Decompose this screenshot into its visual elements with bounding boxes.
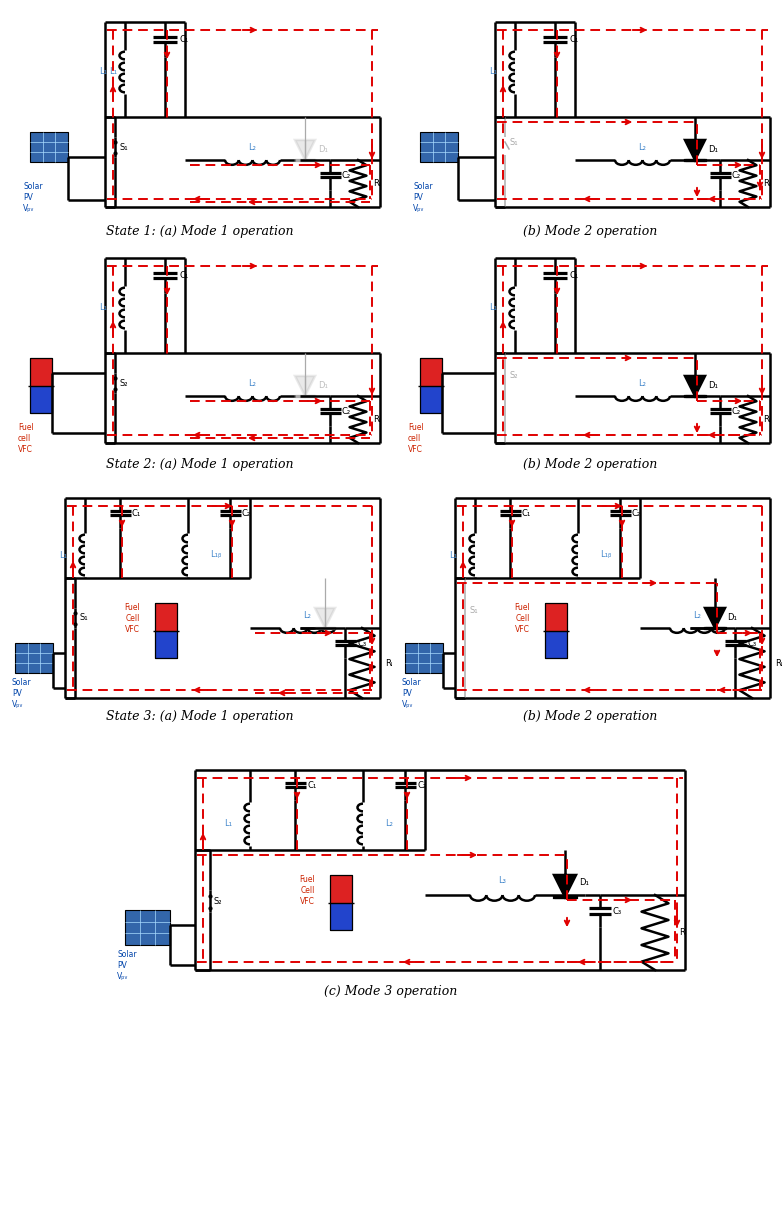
Bar xyxy=(155,630,177,658)
Text: S₁: S₁ xyxy=(510,138,518,147)
Polygon shape xyxy=(295,376,315,396)
Text: D₁: D₁ xyxy=(579,878,589,887)
Polygon shape xyxy=(554,875,576,897)
Text: C₂: C₂ xyxy=(342,171,351,179)
Text: C₃: C₃ xyxy=(357,639,366,648)
Bar xyxy=(420,132,458,162)
Text: Fuel
Cell
VFC: Fuel Cell VFC xyxy=(515,603,530,634)
Bar xyxy=(15,643,53,673)
Text: (b) Mode 2 operation: (b) Mode 2 operation xyxy=(523,458,657,471)
Text: Solar
PV
Vₚᵥ: Solar PV Vₚᵥ xyxy=(117,950,137,981)
Text: Rₗ: Rₗ xyxy=(385,659,392,667)
Bar xyxy=(420,358,442,386)
Bar xyxy=(330,902,352,930)
Bar xyxy=(30,358,52,413)
Bar xyxy=(545,630,567,658)
Text: L₂: L₂ xyxy=(385,820,393,828)
Bar xyxy=(545,603,567,658)
Text: L₁: L₁ xyxy=(99,68,107,76)
Bar xyxy=(420,386,442,413)
Text: C₁: C₁ xyxy=(179,272,188,280)
Text: S₂: S₂ xyxy=(214,896,223,906)
Text: (b) Mode 2 operation: (b) Mode 2 operation xyxy=(523,225,657,238)
Text: C₁: C₁ xyxy=(522,509,531,517)
Text: Solar
PV
Vₚᵥ: Solar PV Vₚᵥ xyxy=(12,678,31,709)
Text: S₂: S₂ xyxy=(119,379,127,387)
Text: L₂: L₂ xyxy=(249,143,256,151)
Text: Fuel
cell
VFC: Fuel cell VFC xyxy=(18,423,34,455)
Text: Fuel
Cell
VFC: Fuel Cell VFC xyxy=(124,603,140,634)
Text: C₂: C₂ xyxy=(242,509,251,517)
Text: C₂: C₂ xyxy=(342,407,351,415)
Text: Rₗ: Rₗ xyxy=(373,179,381,188)
Text: Fuel
Cell
VFC: Fuel Cell VFC xyxy=(300,875,315,906)
Text: State 2: (a) Mode 1 operation: State 2: (a) Mode 1 operation xyxy=(106,458,294,471)
Text: D₁: D₁ xyxy=(708,145,718,155)
Text: S₁: S₁ xyxy=(470,606,479,614)
Text: L₂: L₂ xyxy=(639,379,647,388)
Text: C₁: C₁ xyxy=(569,272,578,280)
Text: State 1: (a) Mode 1 operation: State 1: (a) Mode 1 operation xyxy=(106,225,294,238)
Text: L₂: L₂ xyxy=(249,379,256,388)
Text: C₂: C₂ xyxy=(732,407,741,415)
Polygon shape xyxy=(685,140,705,160)
Text: L₁: L₁ xyxy=(59,551,67,559)
Text: L₂: L₂ xyxy=(694,611,701,619)
Text: Solar
PV
Vₚᵥ: Solar PV Vₚᵥ xyxy=(413,182,432,213)
Text: L₂: L₂ xyxy=(639,143,647,151)
Text: Fuel
cell
VFC: Fuel cell VFC xyxy=(408,423,424,455)
Text: L₁: L₁ xyxy=(99,304,107,312)
Bar xyxy=(405,643,443,673)
Text: C₃: C₃ xyxy=(613,907,622,916)
Text: D₁: D₁ xyxy=(318,145,328,155)
Text: L₁: L₁ xyxy=(449,551,457,559)
Text: L₃: L₃ xyxy=(499,876,507,885)
Bar xyxy=(30,386,52,413)
Bar xyxy=(545,603,567,630)
Bar xyxy=(330,875,352,902)
Text: Rₗ: Rₗ xyxy=(373,415,381,424)
Text: C₁: C₁ xyxy=(179,34,188,44)
Text: L₁ᵦ: L₁ᵦ xyxy=(600,551,612,559)
Text: Rₗ: Rₗ xyxy=(775,659,782,667)
Text: C₂: C₂ xyxy=(732,171,741,179)
Polygon shape xyxy=(685,376,705,396)
Text: L₁: L₁ xyxy=(109,68,117,76)
Text: Rₗ: Rₗ xyxy=(763,415,770,424)
Text: Rₗ: Rₗ xyxy=(763,179,770,188)
Text: D₁: D₁ xyxy=(727,613,737,623)
Text: Rₗ: Rₗ xyxy=(680,928,687,936)
Text: S₂: S₂ xyxy=(510,371,518,380)
Text: (b) Mode 2 operation: (b) Mode 2 operation xyxy=(523,710,657,723)
Text: D₁: D₁ xyxy=(708,381,718,391)
Text: (c) Mode 3 operation: (c) Mode 3 operation xyxy=(325,984,457,998)
Bar xyxy=(155,603,177,658)
Text: Solar
PV
Vₚᵥ: Solar PV Vₚᵥ xyxy=(23,182,43,213)
Text: Solar
PV
Vₚᵥ: Solar PV Vₚᵥ xyxy=(402,678,421,709)
Bar xyxy=(125,909,170,945)
Bar xyxy=(30,132,68,162)
Text: C₂: C₂ xyxy=(632,509,641,517)
Text: C₁: C₁ xyxy=(132,509,142,517)
Text: State 3: (a) Mode 1 operation: State 3: (a) Mode 1 operation xyxy=(106,710,294,723)
Text: L₁: L₁ xyxy=(489,304,497,312)
Text: C₁: C₁ xyxy=(569,34,578,44)
Bar xyxy=(420,358,442,413)
Text: S₁: S₁ xyxy=(79,613,88,623)
Bar xyxy=(30,358,52,386)
Text: C₂: C₂ xyxy=(417,780,426,789)
Polygon shape xyxy=(705,608,725,628)
Text: L₁: L₁ xyxy=(489,68,497,76)
Text: C₁: C₁ xyxy=(307,780,316,789)
Polygon shape xyxy=(295,140,315,160)
Text: L₂: L₂ xyxy=(303,611,311,619)
Text: D₁: D₁ xyxy=(318,381,328,391)
Text: S₁: S₁ xyxy=(119,143,127,151)
Text: C₃: C₃ xyxy=(747,639,756,648)
Text: L₁ᵦ: L₁ᵦ xyxy=(210,551,221,559)
Polygon shape xyxy=(315,608,335,628)
Bar xyxy=(155,603,177,630)
Text: L₁: L₁ xyxy=(224,820,232,828)
Bar xyxy=(330,875,352,930)
